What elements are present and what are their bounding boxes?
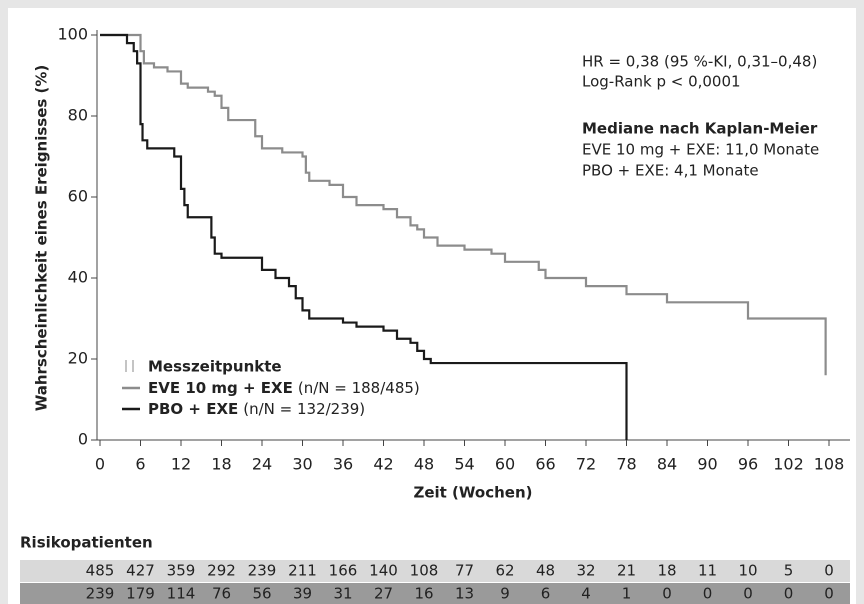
x-tick-label: 90 [697, 455, 717, 474]
risk-count: 0 [824, 562, 834, 580]
y-tick-label: 0 [78, 430, 88, 449]
risk-count: 21 [617, 562, 636, 580]
risk-count: 108 [410, 562, 439, 580]
risk-count: 18 [657, 562, 676, 580]
risk-count: 166 [329, 562, 358, 580]
risk-count: 32 [576, 562, 595, 580]
legend-label: PBO + EXE (n/N = 132/239) [148, 400, 365, 418]
x-tick-label: 12 [171, 455, 191, 474]
risk-count: 77 [455, 562, 474, 580]
x-tick-label: 108 [814, 455, 845, 474]
x-tick-label: 102 [773, 455, 804, 474]
risk-count: 292 [207, 562, 236, 580]
risk-count: 114 [167, 585, 196, 603]
legend-label: EVE 10 mg + EXE (n/N = 188/485) [148, 379, 420, 397]
x-tick-label: 54 [454, 455, 474, 474]
risk-count: 56 [252, 585, 271, 603]
risk-count: 31 [333, 585, 352, 603]
risk-table-title: Risikopatienten [20, 534, 153, 552]
x-tick-label: 24 [252, 455, 272, 474]
legend-note: (n/N = 188/485) [298, 379, 420, 397]
x-axis-label: Zeit (Wochen) [413, 484, 532, 502]
panel [8, 8, 856, 604]
x-tick-label: 78 [616, 455, 636, 474]
x-tick-label: 66 [535, 455, 555, 474]
risk-row [20, 583, 850, 604]
km-curve [100, 33, 628, 440]
x-tick-label: 6 [135, 455, 145, 474]
y-tick-label: 40 [68, 268, 88, 287]
risk-count: 0 [743, 585, 753, 603]
x-tick-label: 48 [414, 455, 434, 474]
y-tick-label: 20 [68, 349, 88, 368]
x-tick-label: 96 [738, 455, 758, 474]
x-tick-label: 60 [495, 455, 515, 474]
x-tick-label: 42 [373, 455, 393, 474]
risk-count: 5 [784, 562, 794, 580]
y-tick-label: 60 [68, 187, 88, 206]
risk-count: 485 [86, 562, 115, 580]
risk-count: 0 [662, 585, 672, 603]
annotation: EVE 10 mg + EXE: 11,0 Monate [582, 141, 819, 159]
risk-count: 239 [248, 562, 277, 580]
x-tick-label: 84 [657, 455, 677, 474]
risk-count: 1 [622, 585, 632, 603]
legend-name: PBO + EXE [148, 400, 238, 418]
risk-count: 0 [703, 585, 713, 603]
risk-count: 27 [374, 585, 393, 603]
risk-count: 0 [824, 585, 834, 603]
annotation: Log-Rank p < 0,0001 [582, 73, 741, 91]
risk-count: 13 [455, 585, 474, 603]
x-tick-label: 0 [95, 455, 105, 474]
annotation: Mediane nach Kaplan-Meier [582, 120, 818, 138]
annotation: PBO + EXE: 4,1 Monate [582, 162, 759, 180]
risk-count: 4 [581, 585, 591, 603]
legend-note: (n/N = 132/239) [243, 400, 365, 418]
risk-count: 76 [212, 585, 231, 603]
y-tick-label: 80 [68, 106, 88, 125]
risk-count: 16 [414, 585, 433, 603]
y-axis-label: Wahrscheinlichkeit eines Ereignisses (%) [33, 65, 51, 412]
legend-name: EVE 10 mg + EXE [148, 379, 293, 397]
km-curve [100, 33, 827, 376]
risk-count: 0 [784, 585, 794, 603]
x-tick-label: 30 [292, 455, 312, 474]
x-tick-label: 18 [211, 455, 231, 474]
risk-count: 11 [698, 562, 717, 580]
risk-count: 6 [541, 585, 551, 603]
risk-count: 427 [126, 562, 155, 580]
y-tick-label: 100 [57, 25, 88, 44]
risk-count: 211 [288, 562, 317, 580]
risk-count: 140 [369, 562, 398, 580]
risk-count: 48 [536, 562, 555, 580]
risk-count: 9 [500, 585, 510, 603]
risk-count: 10 [738, 562, 757, 580]
risk-row [20, 560, 850, 582]
risk-count: 62 [495, 562, 514, 580]
risk-count: 39 [293, 585, 312, 603]
legend: Messzeitpunkte [125, 358, 282, 376]
risk-count: 359 [167, 562, 196, 580]
legend-label: Messzeitpunkte [148, 358, 282, 376]
risk-count: 179 [126, 585, 155, 603]
x-tick-label: 36 [333, 455, 353, 474]
risk-count: 239 [86, 585, 115, 603]
x-tick-label: 72 [576, 455, 596, 474]
annotation: HR = 0,38 (95 %-KI, 0,31–0,48) [582, 53, 817, 71]
